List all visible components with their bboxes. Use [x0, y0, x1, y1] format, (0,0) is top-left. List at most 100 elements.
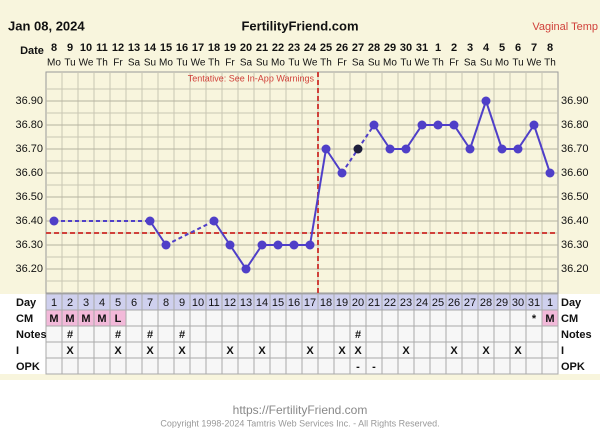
weekday-label: Sa	[352, 58, 365, 69]
table-cell	[333, 309, 351, 327]
y-tick-label: 36.40	[15, 215, 43, 227]
table-cell-text: X	[450, 345, 458, 357]
table-cell-text: X	[306, 345, 314, 357]
table-cell-text: #	[355, 329, 361, 341]
table-cell-text: *	[532, 313, 537, 325]
table-cell-text: -	[356, 361, 360, 373]
table-cell-text: 16	[288, 297, 300, 309]
temp-point	[49, 216, 59, 226]
date-tick-label: 23	[288, 42, 300, 54]
date-tick-label: 16	[176, 42, 188, 54]
footer-copyright: Copyright 1998-2024 Tamtris Web Services…	[160, 418, 439, 428]
table-cell	[381, 357, 399, 375]
table-cell-text: #	[115, 329, 121, 341]
table-cell-text: 17	[304, 297, 316, 309]
table-cell-text: X	[482, 345, 490, 357]
table-cell	[317, 341, 335, 359]
date-tick-label: 6	[515, 42, 521, 54]
table-cell	[317, 309, 335, 327]
y-tick-label-right: 36.40	[561, 215, 589, 227]
table-cell-text: 8	[163, 297, 169, 309]
temp-point	[241, 264, 251, 274]
table-cell	[77, 357, 95, 375]
table-cell-text: X	[114, 345, 122, 357]
date-tick-label: 28	[368, 42, 380, 54]
date-tick-label: 29	[384, 42, 396, 54]
table-cell	[317, 325, 335, 343]
date-tick-label: 17	[192, 42, 204, 54]
table-cell	[493, 309, 511, 327]
table-cell	[109, 357, 127, 375]
temp-segment	[485, 100, 503, 150]
temp-type: Vaginal Temp	[532, 21, 598, 33]
date-tick-label: 25	[320, 42, 332, 54]
date-tick-label: 19	[224, 42, 236, 54]
table-cell	[125, 309, 143, 327]
table-cell	[269, 325, 287, 343]
y-tick-label: 36.20	[15, 263, 43, 275]
weekday-label: We	[303, 58, 318, 69]
table-cell	[461, 309, 479, 327]
table-cell	[493, 357, 511, 375]
weekday-label: Th	[432, 58, 444, 69]
weekday-label: Th	[96, 58, 108, 69]
table-cell-text: M	[65, 313, 74, 325]
temp-segment	[373, 124, 391, 150]
table-cell-text: 30	[512, 297, 524, 309]
temp-point	[273, 240, 283, 250]
annotation: Tentative: See In-App Warnings	[188, 73, 315, 83]
table-cell-text: 15	[272, 297, 284, 309]
weekday-label: Su	[256, 58, 268, 69]
table-cell-text: X	[258, 345, 266, 357]
table-cell	[301, 309, 319, 327]
table-cell	[45, 325, 63, 343]
row-label: I	[16, 345, 19, 357]
temp-point	[385, 144, 395, 154]
date-tick-label: 11	[96, 42, 108, 54]
table-cell-text: 18	[320, 297, 332, 309]
weekday-label: Su	[480, 58, 492, 69]
table-cell-text: 12	[224, 297, 236, 309]
table-cell	[525, 325, 543, 343]
table-cell	[221, 309, 239, 327]
row-label: OPK	[16, 361, 40, 373]
table-cell	[189, 309, 207, 327]
date-tick-label: 20	[240, 42, 252, 54]
temp-segment	[517, 124, 535, 150]
table-cell	[445, 309, 463, 327]
table-cell	[397, 325, 415, 343]
weekday-label: We	[191, 58, 206, 69]
table-cell-text: M	[97, 313, 106, 325]
table-cell	[477, 325, 495, 343]
table-cell-text: 21	[368, 297, 380, 309]
chart-date: Jan 08, 2024	[8, 18, 85, 33]
date-tick-label: 18	[208, 42, 220, 54]
temp-segment	[149, 220, 167, 246]
table-cell	[253, 325, 271, 343]
temp-segment	[469, 100, 487, 150]
weekday-label: Tu	[288, 58, 299, 69]
row-label-right: Notes	[561, 329, 592, 341]
date-tick-label: 27	[352, 42, 364, 54]
temp-segment	[533, 124, 551, 174]
temp-point	[529, 120, 539, 130]
temp-point	[225, 240, 235, 250]
table-cell-text: X	[514, 345, 522, 357]
table-cell	[445, 325, 463, 343]
table-cell	[413, 341, 431, 359]
table-cell	[541, 341, 559, 359]
table-cell	[397, 309, 415, 327]
table-cell	[77, 341, 95, 359]
table-cell	[205, 341, 223, 359]
table-cell-text: 4	[99, 297, 105, 309]
table-cell	[237, 325, 255, 343]
table-cell-text: M	[81, 313, 90, 325]
row-label-right: CM	[561, 313, 578, 325]
table-cell	[285, 325, 303, 343]
y-tick-label-right: 36.70	[561, 143, 589, 155]
table-cell	[413, 325, 431, 343]
table-cell	[269, 341, 287, 359]
table-cell	[237, 309, 255, 327]
table-cell	[125, 341, 143, 359]
temp-segment	[245, 244, 263, 270]
